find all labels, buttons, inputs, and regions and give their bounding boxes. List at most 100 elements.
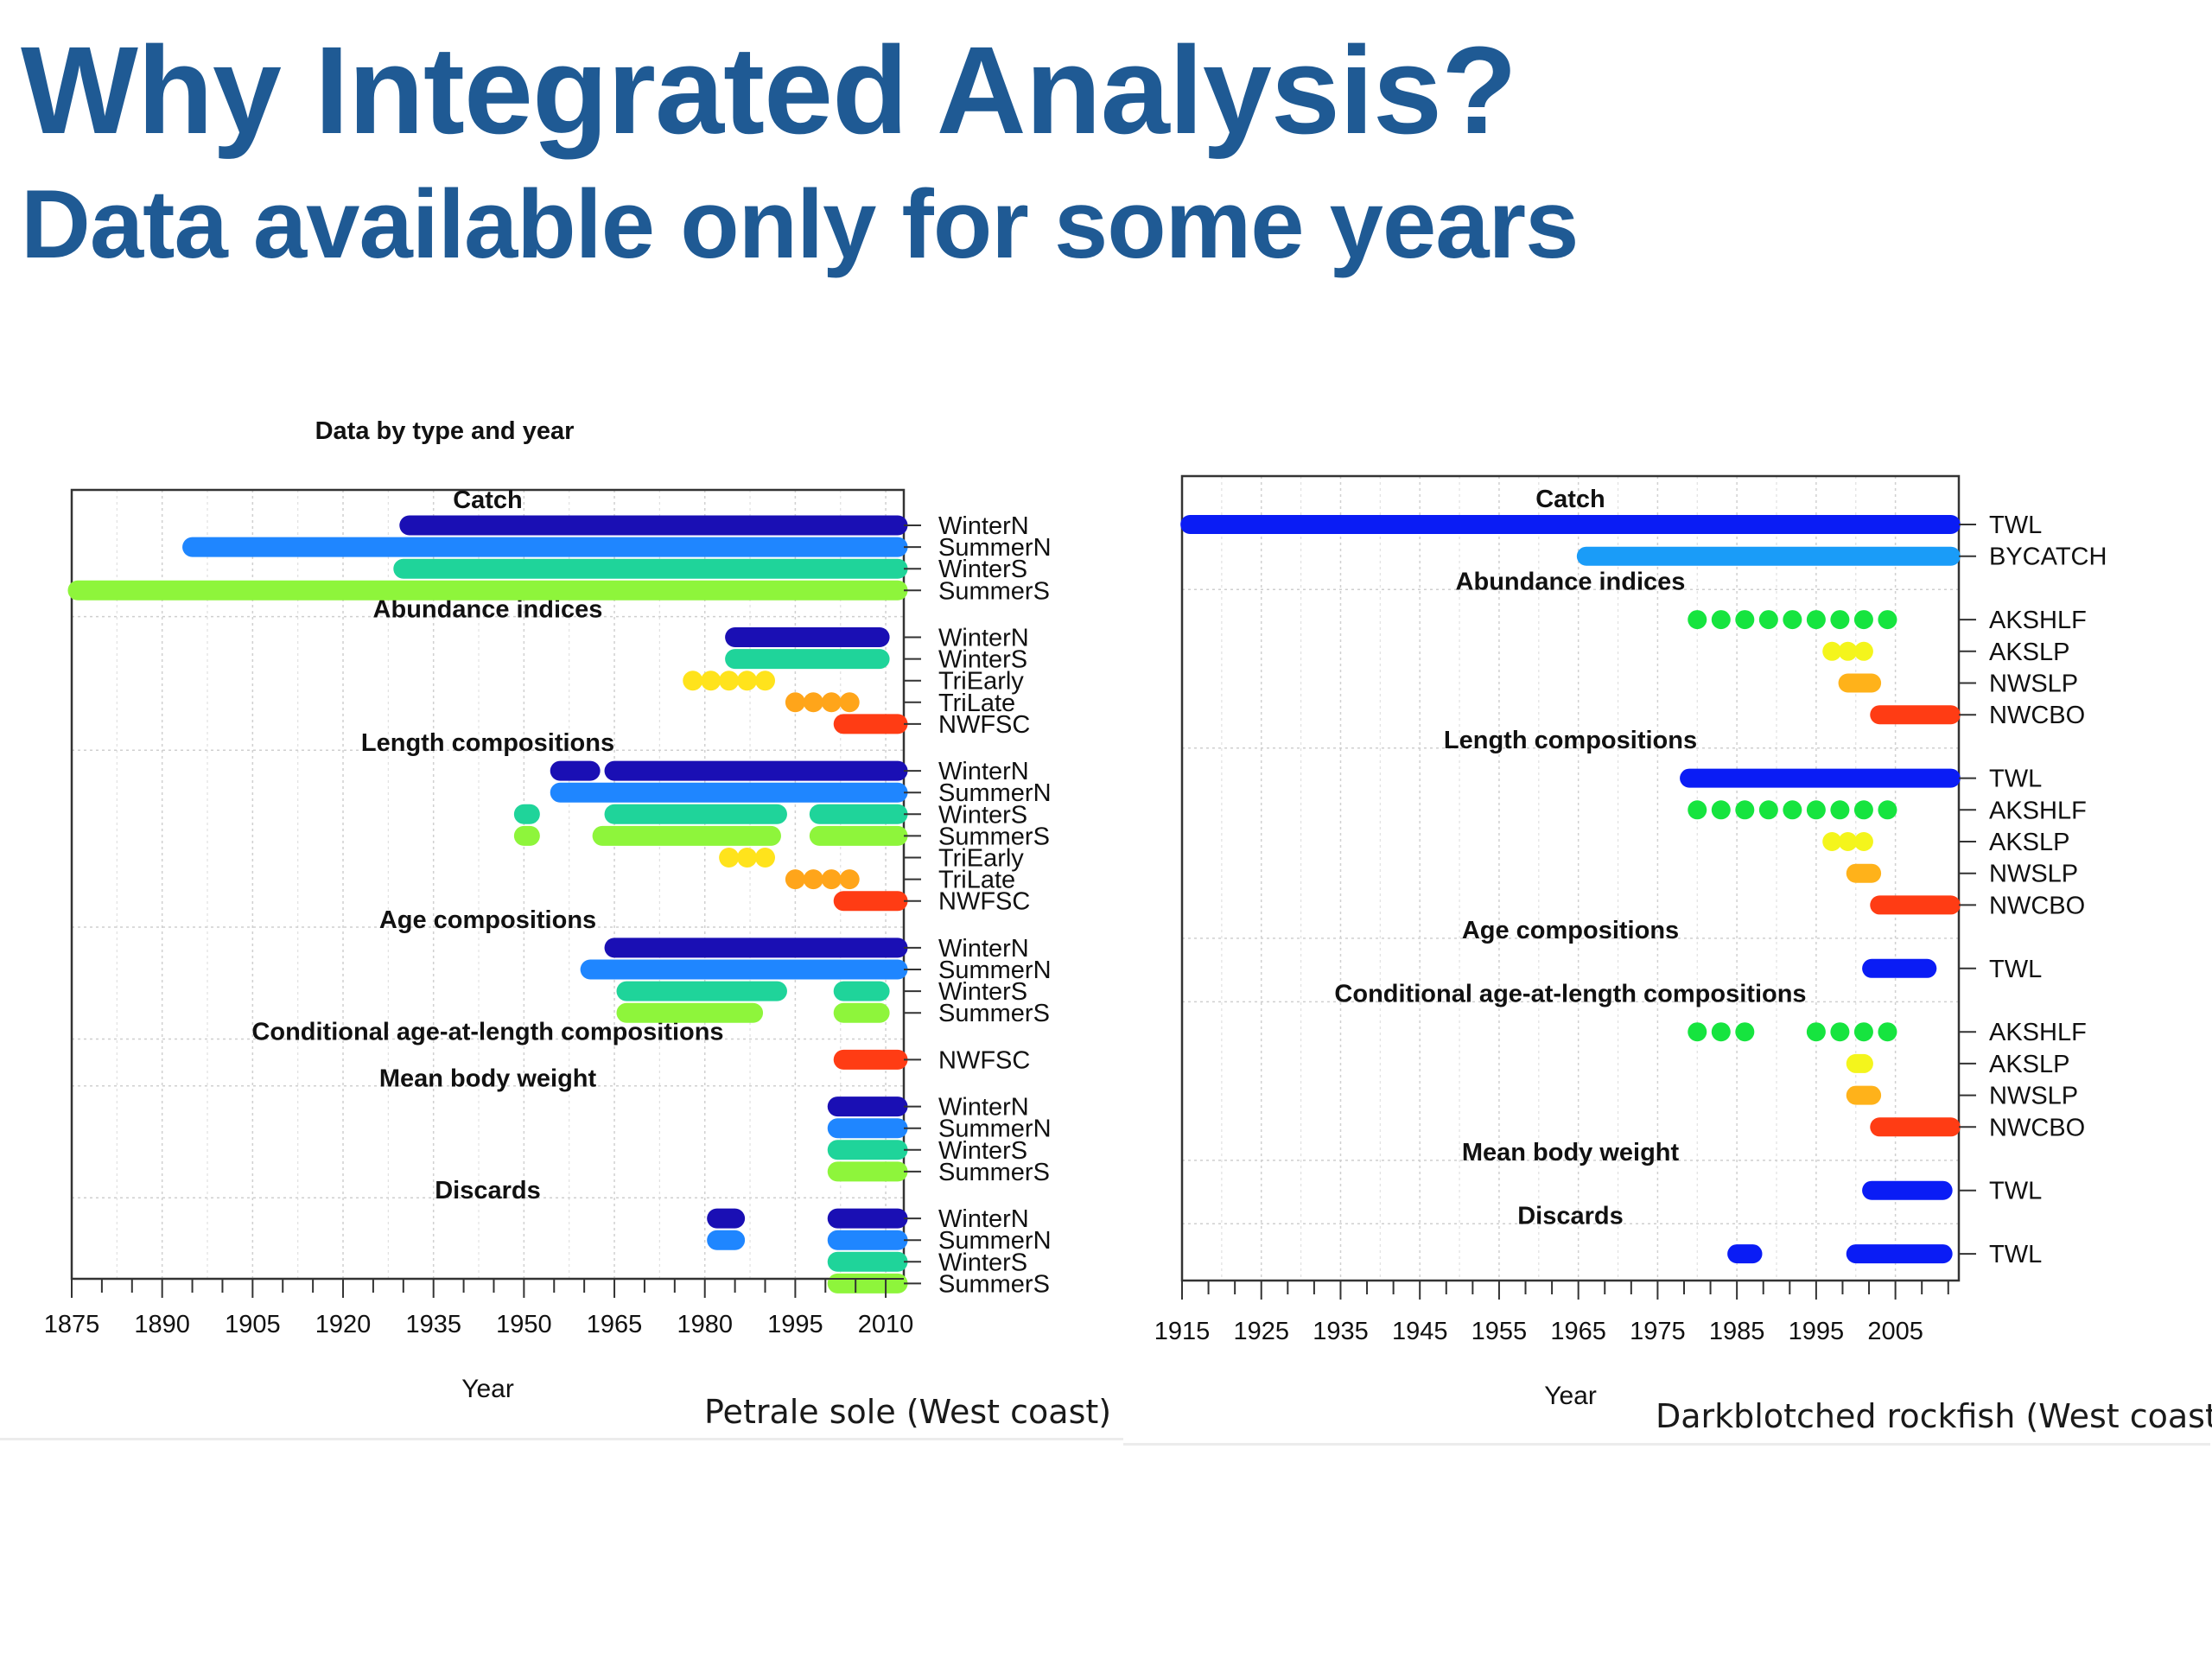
chart1-data-point	[1853, 641, 1873, 661]
chart1-data-point	[1806, 610, 1826, 630]
chart0-data-point	[719, 671, 740, 691]
chart1-series-label: TWL	[1989, 956, 2042, 983]
chart0-data-point	[839, 869, 860, 890]
chart1-data-point	[1735, 610, 1755, 630]
chart1-group-header: Abundance indices	[1456, 568, 1686, 595]
chart1-series-label: AKSLP	[1989, 829, 2070, 856]
chart0-series-label: SummerN	[938, 1227, 1052, 1255]
chart1-group-header: Length compositions	[1444, 727, 1697, 754]
chart0-x-tick-label: 1890	[134, 1311, 190, 1338]
chart1-group-header: Age compositions	[1462, 917, 1679, 944]
chart1-data-point	[1735, 800, 1755, 820]
chart1-data-point	[1688, 1022, 1707, 1042]
chart0-series-label: TriEarly	[938, 668, 1024, 696]
chart1-data-point	[1853, 1022, 1873, 1042]
chart0-x-tick-label: 1935	[405, 1311, 461, 1338]
chart1-series-label: TWL	[1989, 1241, 2042, 1268]
chart1-data-point	[1735, 1022, 1755, 1042]
chart0-series-label: WinterN	[938, 935, 1029, 963]
chart1-x-tick-label: 1925	[1233, 1318, 1289, 1345]
chart0-x-tick-label: 1905	[225, 1311, 281, 1338]
chart0-series-label: SummerN	[938, 1116, 1052, 1143]
petrale-sole-caption: Petrale sole (West coast)	[704, 1393, 1112, 1431]
chart1-data-point	[1838, 832, 1858, 851]
chart1-data-point	[1853, 800, 1873, 820]
chart0-data-point	[803, 869, 823, 890]
chart0-group-header: Age compositions	[379, 906, 596, 934]
chart1-data-point	[1822, 832, 1842, 851]
chart0-x-tick-label: 2010	[858, 1311, 914, 1338]
chart0-data-point	[755, 848, 775, 868]
chart1-group-header: Discards	[1517, 1202, 1624, 1230]
chart1-data-point	[1830, 1022, 1850, 1042]
chart1-x-tick-label: 1965	[1550, 1318, 1606, 1345]
chart0-data-point	[821, 692, 842, 713]
chart1-series-label: BYCATCH	[1989, 543, 2107, 571]
chart0-series-label: WinterS	[938, 1137, 1027, 1165]
chart1-x-tick-label: 1945	[1392, 1318, 1448, 1345]
chart0-data-point	[701, 671, 721, 691]
chart1-data-point	[1783, 800, 1802, 820]
chart1-data-point	[1711, 610, 1731, 630]
chart0-group-header: Discards	[435, 1177, 541, 1205]
chart0-data-point	[737, 671, 758, 691]
chart0-series-label: TriEarly	[938, 845, 1024, 873]
chart1-data-point	[1758, 610, 1778, 630]
chart0-x-tick-label: 1950	[496, 1311, 552, 1338]
chart0-data-point	[785, 869, 805, 890]
chart1-series-label: NWSLP	[1989, 1083, 2078, 1110]
chart1-data-point	[1688, 800, 1707, 820]
chart0-x-tick-label: 1965	[587, 1311, 643, 1338]
chart0-series-label: SummerS	[938, 1000, 1050, 1027]
chart1-series-label: AKSHLF	[1989, 1019, 2087, 1046]
chart0-data-point	[785, 692, 805, 713]
chart1-data-point	[1878, 800, 1897, 820]
chart0-data-point	[683, 671, 703, 691]
chart0-series-label: WinterN	[938, 512, 1029, 540]
chart1-group-header: Mean body weight	[1462, 1139, 1680, 1166]
chart1-x-tick-label: 2005	[1867, 1318, 1923, 1345]
chart0-series-label: WinterS	[938, 1249, 1027, 1276]
chart1-data-point	[1688, 610, 1707, 630]
chart0-group-header: Length compositions	[361, 729, 614, 757]
chart1-data-point	[1830, 610, 1850, 630]
chart1-data-point	[1806, 1022, 1826, 1042]
chart0-data-point	[821, 869, 842, 890]
slide-subtitle: Data available only for some years	[21, 170, 1579, 278]
chart0-x-axis-label: Year	[461, 1375, 514, 1403]
chart1-group-header: Conditional age-at-length compositions	[1334, 981, 1806, 1008]
chart1-data-point	[1853, 610, 1873, 630]
chart0-x-tick-label: 1980	[677, 1311, 733, 1338]
chart0-series-label: NWFSC	[938, 711, 1030, 739]
chart0-series-label: WinterS	[938, 556, 1027, 583]
chart0-series-label: NWFSC	[938, 1046, 1030, 1074]
chart1-data-point	[1758, 800, 1778, 820]
chart0-series-label: SummerS	[938, 823, 1050, 850]
chart1-series-label: AKSHLF	[1989, 607, 2087, 634]
chart1-series-label: AKSHLF	[1989, 797, 2087, 824]
chart1-group-header: Catch	[1535, 486, 1605, 513]
chart1-x-tick-label: 1985	[1709, 1318, 1765, 1345]
chart1-data-point	[1783, 610, 1802, 630]
chart1-data-point	[1711, 1022, 1731, 1042]
chart1-series-label: TWL	[1989, 766, 2042, 793]
chart0-series-label: WinterS	[938, 978, 1027, 1006]
chart0-series-label: TriLate	[938, 690, 1015, 717]
chart1-series-label: NWSLP	[1989, 671, 2078, 698]
chart1-x-axis-label: Year	[1544, 1382, 1597, 1410]
chart0-series-label: SummerN	[938, 534, 1052, 562]
chart0-data-point	[755, 671, 775, 691]
chart0-data-point	[803, 692, 823, 713]
chart1-series-label: NWCBO	[1989, 1114, 2085, 1141]
chart1-x-tick-label: 1995	[1789, 1318, 1845, 1345]
chart0-series-label: SummerN	[938, 779, 1052, 807]
chart0-series-label: WinterN	[938, 758, 1029, 785]
chart0-data-point	[737, 848, 758, 868]
chart1-x-tick-label: 1955	[1471, 1318, 1528, 1345]
chart0-series-label: WinterS	[938, 801, 1027, 829]
chart0-series-label: WinterN	[938, 1205, 1029, 1233]
chart1-data-point	[1853, 832, 1873, 851]
chart1-series-label: TWL	[1989, 512, 2042, 539]
chart0-group-header: Mean body weight	[379, 1065, 597, 1093]
chart0-x-tick-label: 1995	[767, 1311, 823, 1338]
